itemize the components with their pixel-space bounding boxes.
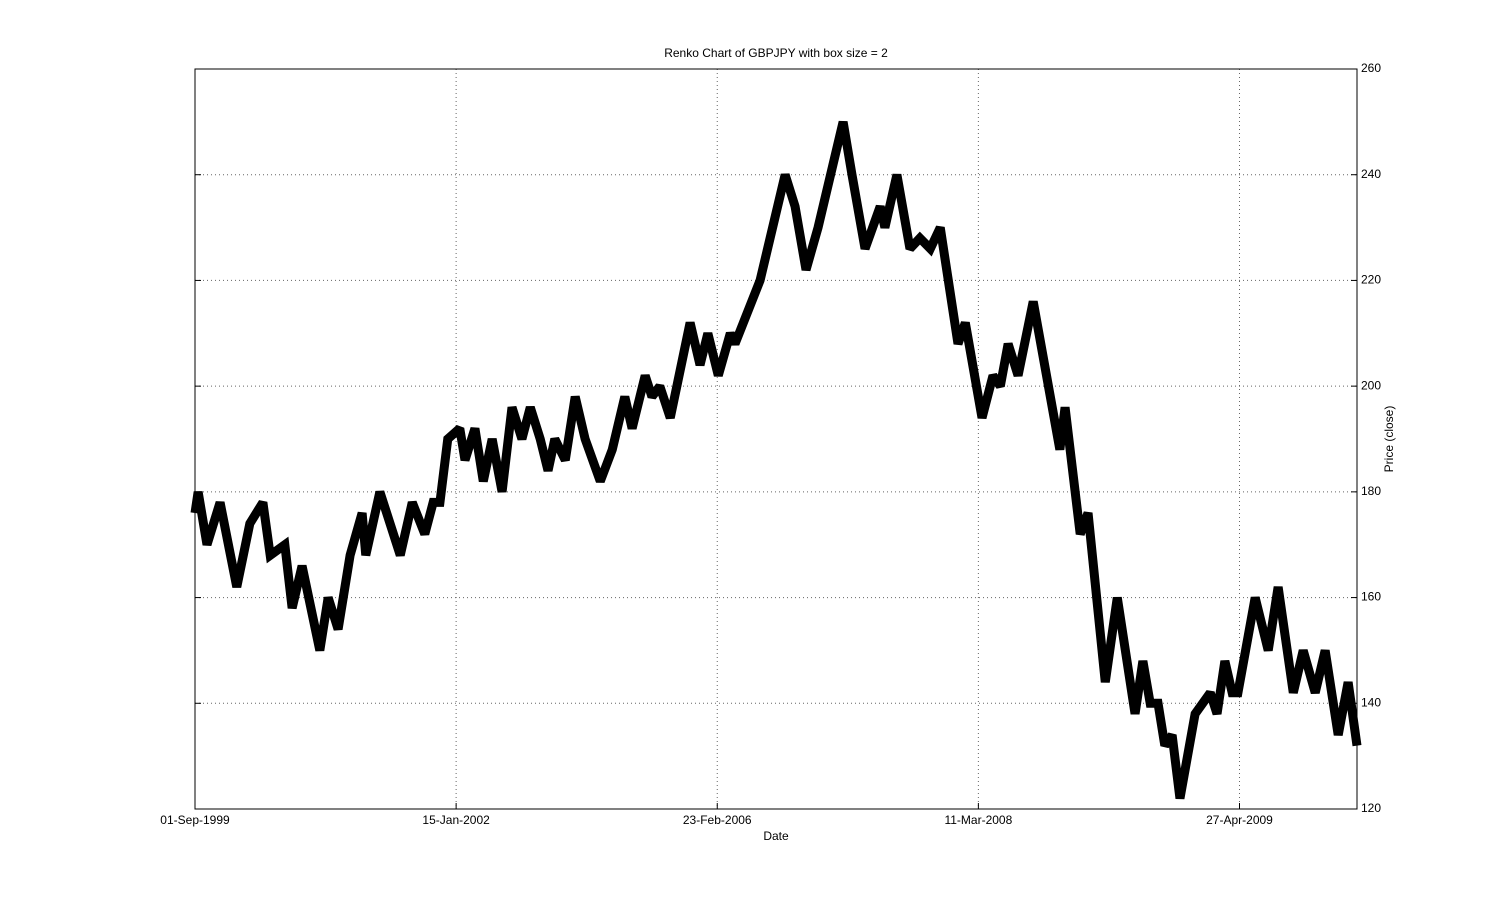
y-tick-label: 160 (1361, 590, 1381, 604)
y-tick-label: 200 (1361, 378, 1381, 392)
x-axis-label: Date (763, 829, 789, 843)
y-tick-label: 260 (1361, 61, 1381, 75)
x-tick-label: 23-Feb-2006 (683, 813, 752, 827)
x-tick-label: 11-Mar-2008 (944, 813, 1012, 827)
chart-title: Renko Chart of GBPJPY with box size = 2 (664, 46, 888, 60)
y-tick-label: 220 (1361, 273, 1381, 287)
x-tick-label: 01-Sep-1999 (160, 813, 230, 827)
x-tick-label: 15-Jan-2002 (422, 813, 490, 827)
price-line (190, 120, 1362, 800)
y-tick-label: 120 (1361, 801, 1381, 815)
axes-box (194, 68, 1358, 810)
plot (190, 120, 1362, 800)
x-tick-label: 27-Apr-2009 (1206, 813, 1273, 827)
y-axis-label: Price (close) (1382, 406, 1396, 473)
y-tick-label: 240 (1361, 167, 1381, 181)
y-tick-label: 140 (1361, 695, 1381, 709)
y-tick-label: 180 (1361, 484, 1381, 498)
